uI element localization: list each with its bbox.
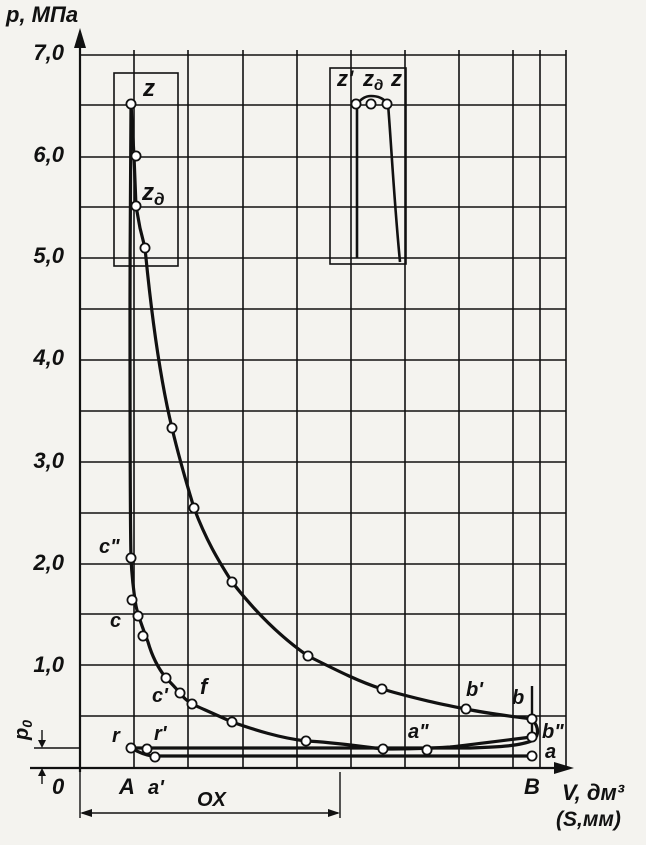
curve-point: [350, 98, 362, 110]
y-axis-arrow: [74, 28, 86, 48]
curve-point: [526, 731, 538, 743]
y-axis-title: p, МПа: [5, 2, 78, 27]
axes: [30, 45, 560, 772]
origin-label: 0: [52, 774, 65, 799]
curve-point: [130, 150, 142, 162]
curve-point: [137, 630, 149, 642]
expansion-curve: [129, 102, 534, 721]
p0-arrow-bottom: [38, 768, 46, 776]
inset-label-zd: zд: [362, 66, 383, 94]
curve-point: [130, 200, 142, 212]
label-f: f: [200, 674, 210, 699]
y-tick-label: 5,0: [33, 243, 64, 268]
y-tick-label: 7,0: [33, 40, 64, 65]
p0-label: p0: [11, 720, 35, 741]
curve-point: [300, 735, 312, 747]
y-tick-label: 1,0: [33, 652, 64, 677]
p0-marker: p0: [11, 720, 80, 784]
inset-right-line: [386, 103, 402, 263]
curve-point: [186, 698, 198, 710]
label-r: r: [112, 725, 121, 747]
curve-point: [365, 98, 377, 110]
ox-dimension: [79, 772, 341, 818]
curve-point: [149, 751, 161, 763]
y-tick-label: 6,0: [33, 142, 64, 167]
ox-arrow-right: [328, 809, 340, 817]
label-c1: c': [152, 685, 169, 707]
curve-point: [139, 242, 151, 254]
label-c: c: [110, 610, 121, 632]
label-z: z: [142, 75, 155, 102]
label-a1: a': [148, 777, 165, 799]
curve-point: [526, 713, 538, 725]
x-axis-title: V, дм³: [562, 780, 625, 805]
y-tick-label: 2,0: [32, 550, 64, 575]
label-b1: b': [466, 679, 484, 701]
ox-arrow-left: [80, 809, 92, 817]
curve-point: [160, 672, 172, 684]
inset-label-z: z: [390, 66, 402, 91]
p0-arrow-top: [38, 740, 46, 748]
curve-point: [125, 98, 137, 110]
ox-label: OX: [197, 789, 228, 811]
curve-point: [226, 576, 238, 588]
inset-label-z1: z': [336, 66, 354, 91]
y-tick-label: 3,0: [33, 448, 64, 473]
inset-box: [329, 67, 407, 265]
curve-point: [302, 650, 314, 662]
curve-point: [226, 716, 238, 728]
label-b: b: [512, 687, 524, 709]
curve-point: [526, 750, 538, 762]
label-a: a: [545, 741, 556, 763]
curve-point: [174, 687, 186, 699]
curve-point: [377, 743, 389, 755]
curve-point: [126, 594, 138, 606]
label-r1: r': [154, 723, 168, 745]
curve-point: [421, 744, 433, 756]
curve-point: [166, 422, 178, 434]
label-A: A: [118, 774, 135, 799]
label-B: B: [524, 774, 540, 799]
curve-point: [141, 743, 153, 755]
curve-point: [125, 742, 137, 754]
curve-point: [381, 98, 393, 110]
curves: [128, 102, 540, 758]
curve-point: [132, 610, 144, 622]
points: [125, 98, 538, 763]
curve-point: [125, 552, 137, 564]
y-tick-label: 4,0: [32, 345, 64, 370]
label-b2: b": [542, 721, 564, 743]
compression-curve: [128, 102, 534, 751]
label-zd: zд: [141, 179, 165, 209]
curve-point: [188, 502, 200, 514]
x-axis-arrow: [554, 762, 574, 774]
curve-point: [460, 703, 472, 715]
label-c2: c": [99, 536, 120, 558]
inset-curve: [355, 94, 402, 263]
label-a2: a": [408, 721, 429, 743]
grid: [79, 50, 567, 769]
x-axis-title-sub: (S,мм): [556, 808, 621, 831]
curve-point: [376, 683, 388, 695]
